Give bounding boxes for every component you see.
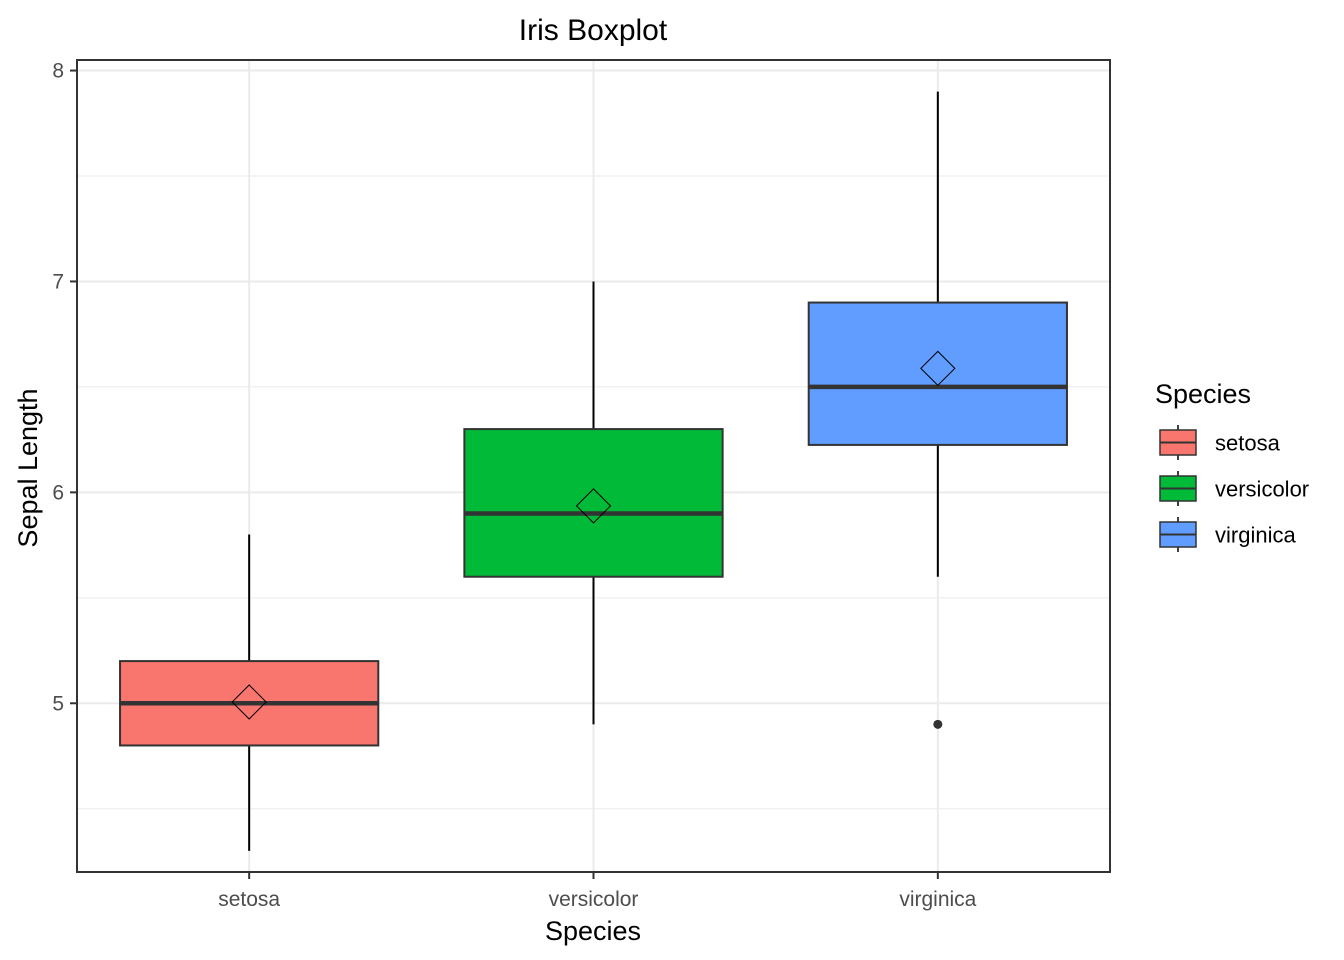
legend-label: virginica: [1215, 523, 1296, 548]
legend: Species setosa versicolor virginica: [1155, 379, 1309, 552]
mean-marker: [231, 684, 267, 720]
y-axis-title: Sepal Length: [13, 388, 43, 547]
box-virginica: [807, 301, 1068, 446]
legend-label: versicolor: [1215, 477, 1309, 502]
box-versicolor: [463, 428, 724, 578]
x-tick-label: versicolor: [549, 888, 639, 911]
x-tick-label: setosa: [218, 888, 280, 911]
plot-area: 5 6 7 8 setosa versicolor virginica: [52, 59, 1111, 911]
y-tick-label: 8: [52, 60, 64, 83]
legend-label: setosa: [1215, 431, 1281, 456]
x-tick-label: virginica: [899, 888, 976, 911]
mean-marker: [575, 488, 612, 524]
x-axis-title: Species: [545, 916, 641, 946]
y-tick-label: 6: [52, 481, 64, 504]
y-tick-label: 7: [52, 270, 64, 293]
y-tick-label: 5: [52, 692, 64, 715]
mean-marker: [920, 350, 956, 387]
chart-title: Iris Boxplot: [519, 14, 668, 47]
outlier-point: [933, 719, 943, 729]
legend-title: Species: [1155, 379, 1251, 409]
